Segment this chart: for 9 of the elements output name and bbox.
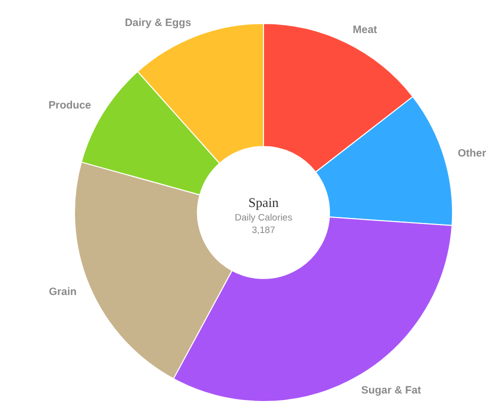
text: Daily Calories [234, 212, 293, 222]
slice-label: Other [458, 147, 486, 160]
slice-label: Grain [48, 286, 77, 298]
slice-label: Produce [48, 99, 92, 112]
text: Spain [248, 195, 280, 210]
slice-label: Sugar & Fat [361, 384, 422, 396]
slice-label: Dairy & Eggs [124, 16, 192, 29]
text: 3,187 [252, 225, 276, 235]
slice-label: Meat [352, 24, 378, 36]
